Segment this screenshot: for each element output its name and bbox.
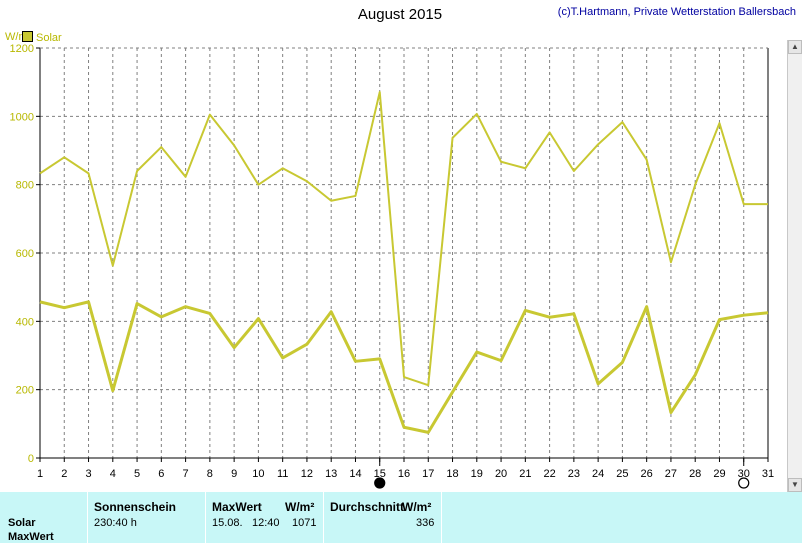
- tick-labels: 1 2 3 4 5 6 7 8 9 10 11 12 13 14 15 16 17 18 19 20 21 22 23 24 2…: [10, 43, 775, 480]
- y-tick-label: 800: [16, 180, 34, 192]
- x-tick-label: 12: [301, 468, 313, 480]
- x-tick-label: 8: [207, 468, 213, 480]
- x-tick-label: 17: [422, 468, 434, 480]
- x-tick-label: 24: [592, 468, 604, 480]
- grid: [40, 48, 768, 458]
- x-tick-label: 27: [665, 468, 677, 480]
- maxwert-value: 1071: [292, 517, 317, 529]
- sonnenschein-value: 230:40 h: [94, 517, 137, 529]
- x-tick-label: 1: [37, 468, 43, 480]
- chart-title: August 2015: [357, 6, 443, 23]
- x-tick-label: 31: [762, 468, 774, 480]
- axes: [36, 47, 769, 462]
- row-label-maxwert: MaxWert: [8, 531, 54, 543]
- x-tick-label: 22: [543, 468, 555, 480]
- series: [39, 91, 769, 434]
- summary-labels-column: Solar MaxWert: [0, 492, 88, 543]
- durchschnitt-value: 336: [416, 517, 435, 529]
- series-line-max: [39, 91, 768, 387]
- durchschnitt-column: Durchschnitt W/m² 336: [324, 492, 442, 543]
- markers: [374, 458, 750, 489]
- x-tick-label: 30: [738, 468, 750, 480]
- y-tick-label: 1000: [10, 111, 34, 123]
- durchschnitt-header: Durchschnitt: [330, 500, 405, 514]
- x-tick-label: 3: [85, 468, 91, 480]
- x-tick-label: 15: [374, 468, 386, 480]
- scroll-up-arrow-icon[interactable]: ▲: [788, 40, 802, 54]
- x-tick-label: 19: [471, 468, 483, 480]
- x-tick-label: 25: [616, 468, 628, 480]
- legend: Solar: [22, 31, 62, 44]
- x-tick-label: 23: [568, 468, 580, 480]
- x-tick-label: 13: [325, 468, 337, 480]
- series-line-average: [39, 300, 769, 434]
- y-tick-label: 400: [16, 316, 34, 328]
- x-tick-label: 6: [158, 468, 164, 480]
- row-label-solar: Solar: [8, 517, 36, 529]
- x-tick-label: 11: [277, 468, 288, 480]
- y-tick-label: 200: [16, 385, 34, 397]
- x-tick-label: 21: [519, 468, 531, 480]
- x-tick-label: 20: [495, 468, 507, 480]
- x-tick-label: 14: [349, 468, 361, 480]
- maxwert-unit: W/m²: [285, 500, 315, 514]
- x-tick-label: 4: [110, 468, 116, 480]
- sonnenschein-column: Sonnenschein 230:40 h: [88, 492, 206, 543]
- x-tick-label: 9: [231, 468, 237, 480]
- summary-panel: Solar MaxWert Sonnenschein 230:40 h MaxW…: [0, 492, 802, 543]
- legend-label: Solar: [36, 32, 62, 44]
- open-circle-marker-icon: [738, 477, 750, 489]
- x-tick-label: 29: [713, 468, 725, 480]
- x-tick-label: 26: [641, 468, 653, 480]
- maxwert-time: 12:40: [252, 517, 280, 529]
- x-tick-label: 18: [446, 468, 458, 480]
- legend-swatch: [22, 31, 33, 42]
- maxwert-column: MaxWert W/m² 15.08. 12:40 1071: [206, 492, 324, 543]
- durchschnitt-unit: W/m²: [402, 500, 432, 514]
- x-tick-label: 7: [183, 468, 189, 480]
- max-day-marker-icon: [374, 477, 386, 489]
- scroll-down-arrow-icon[interactable]: ▼: [788, 478, 802, 492]
- x-tick-label: 5: [134, 468, 140, 480]
- y-tick-label: 0: [28, 453, 34, 465]
- y-tick-label: 600: [16, 248, 34, 260]
- maxwert-date: 15.08.: [212, 517, 243, 529]
- y-tick-label: 1200: [10, 43, 34, 55]
- credit-text: (c)T.Hartmann, Private Wetterstation Bal…: [557, 6, 796, 18]
- x-tick-label: 2: [61, 468, 67, 480]
- x-tick-label: 16: [398, 468, 410, 480]
- x-tick-label: 28: [689, 468, 701, 480]
- x-tick-label: 10: [252, 468, 264, 480]
- vertical-scrollbar[interactable]: ▲ ▼: [787, 40, 802, 492]
- chart-area: 1 2 3 4 5 6 7 8 9 10 11 12 13 14 15 16 17 18 19 20 21 22 23 24 2…: [10, 43, 775, 489]
- sonnenschein-header: Sonnenschein: [94, 500, 177, 514]
- maxwert-header: MaxWert: [212, 500, 262, 514]
